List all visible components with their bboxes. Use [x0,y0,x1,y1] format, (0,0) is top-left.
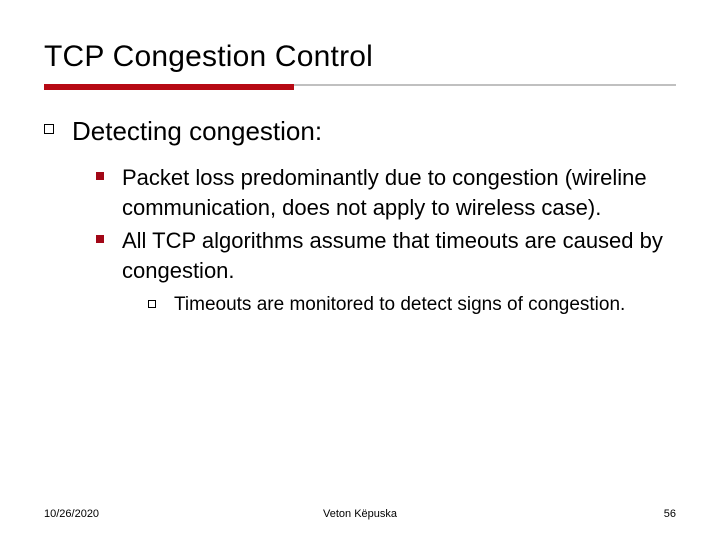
lvl2-container: Packet loss predominantly due to congest… [96,163,676,317]
bullet-level2: Packet loss predominantly due to congest… [96,163,676,222]
footer-page-number: 56 [664,508,676,520]
filled-square-bullet [96,235,104,243]
content-area: Detecting congestion: Packet loss predom… [44,114,676,317]
lvl3-text: Timeouts are monitored to detect signs o… [174,292,625,318]
underline-gray [294,84,676,86]
hollow-square-bullet [44,124,54,134]
title-underline [44,84,676,90]
footer: 10/26/2020 Veton Këpuska 56 [44,508,676,520]
footer-date: 10/26/2020 [44,508,99,520]
lvl3-container: Timeouts are monitored to detect signs o… [148,292,676,318]
slide: { "title": "TCP Congestion Control", "co… [0,0,720,540]
lvl2-text: Packet loss predominantly due to congest… [122,163,676,222]
underline-accent [44,84,294,90]
lvl1-text: Detecting congestion: [72,114,322,149]
bullet-level3: Timeouts are monitored to detect signs o… [148,292,676,318]
hollow-square-bullet [148,300,156,308]
bullet-level2: All TCP algorithms assume that timeouts … [96,226,676,285]
lvl2-text: All TCP algorithms assume that timeouts … [122,226,676,285]
footer-author: Veton Këpuska [323,508,397,520]
bullet-level1: Detecting congestion: [44,114,676,149]
filled-square-bullet [96,172,104,180]
slide-title: TCP Congestion Control [44,40,676,74]
